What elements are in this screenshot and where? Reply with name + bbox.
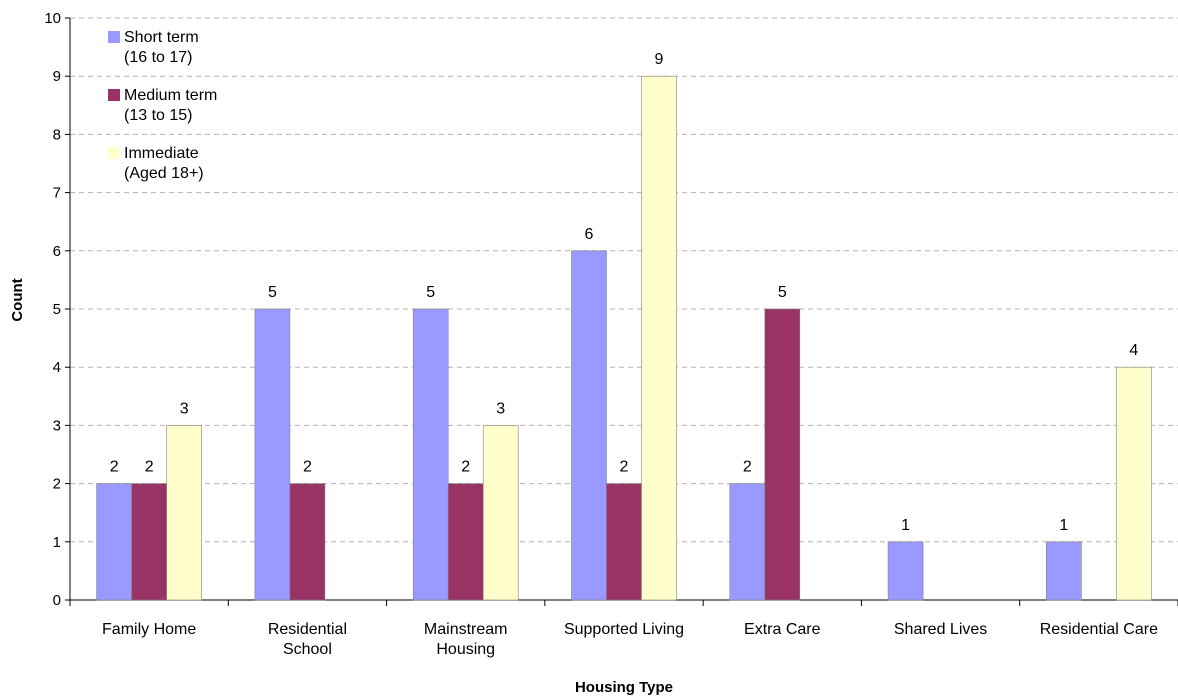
axes: 0 1 2 3 4 5 6 7 8 9 10 Family Home Residential School… xyxy=(44,10,1178,658)
y-tick-label: 8 xyxy=(53,126,61,143)
bars xyxy=(96,75,1152,601)
data-label: 2 xyxy=(145,459,154,476)
y-tick-label: 5 xyxy=(53,301,61,318)
y-tick-label: 10 xyxy=(44,10,61,27)
legend-label: Medium term (13 to 15) xyxy=(124,87,217,124)
legend-swatch xyxy=(108,31,120,43)
bar xyxy=(887,541,924,601)
data-label: 5 xyxy=(426,284,435,301)
y-axis-title: Count xyxy=(9,278,26,321)
data-label: 2 xyxy=(110,459,119,476)
x-category-label-line: Housing xyxy=(436,641,495,658)
data-label: 2 xyxy=(743,459,752,476)
x-category-label-line: Extra Care xyxy=(744,621,821,638)
bar xyxy=(729,483,766,601)
x-category-label-line: Residential Care xyxy=(1040,621,1158,638)
bar xyxy=(254,308,291,601)
bar xyxy=(96,483,132,601)
data-label: 5 xyxy=(268,284,277,301)
data-label: 2 xyxy=(303,459,312,476)
bar xyxy=(289,483,326,601)
legend-label-line: Short term xyxy=(124,29,199,46)
bar xyxy=(764,308,801,601)
x-category-label-line: Mainstream xyxy=(424,621,508,638)
y-tick-label: 9 xyxy=(53,68,61,85)
y-tick-label: 2 xyxy=(53,476,61,493)
data-label: 1 xyxy=(901,517,910,534)
bar xyxy=(131,483,167,601)
x-axis-title: Housing Type xyxy=(575,679,673,696)
x-category-label: Supported Living xyxy=(564,621,684,638)
data-label: 9 xyxy=(655,51,664,68)
y-tick-label: 0 xyxy=(53,592,61,609)
x-category-label: Mainstream Housing xyxy=(424,621,508,658)
legend-label-line: (Aged 18+) xyxy=(124,165,204,182)
data-label: 6 xyxy=(585,226,594,243)
x-category-label: Residential School xyxy=(268,621,347,658)
bar xyxy=(571,250,607,601)
bar xyxy=(412,308,449,601)
data-labels: 2 5 5 6 2 1 1 2 2 2 2 5 3 3 9 4 xyxy=(110,51,1139,534)
bar xyxy=(482,425,519,601)
legend: Short term (16 to 17) Medium term (13 to 15… xyxy=(108,29,217,182)
legend-label: Immediate (Aged 18+) xyxy=(124,145,204,182)
legend-label-line: (16 to 17) xyxy=(124,49,192,66)
legend-swatch xyxy=(108,147,120,159)
legend-label-line: Immediate xyxy=(124,145,199,162)
y-tick-label: 7 xyxy=(53,185,61,202)
x-category-label-line: Supported Living xyxy=(564,621,684,638)
bar xyxy=(1116,366,1152,601)
y-tick-label: 4 xyxy=(53,359,61,376)
x-category-label: Shared Lives xyxy=(894,621,987,638)
bar xyxy=(641,75,677,601)
y-tick-label: 1 xyxy=(53,534,61,551)
bar xyxy=(606,483,642,601)
legend-label-line: (13 to 15) xyxy=(124,107,192,124)
legend-label-line: Medium term xyxy=(124,87,217,104)
y-tick-label: 6 xyxy=(53,243,61,260)
data-label: 2 xyxy=(461,459,470,476)
bar xyxy=(1046,541,1082,601)
x-category-label: Family Home xyxy=(102,621,196,638)
data-label: 3 xyxy=(496,400,505,417)
data-label: 5 xyxy=(778,284,787,301)
x-category-label: Extra Care xyxy=(744,621,821,638)
data-label: 4 xyxy=(1129,342,1138,359)
x-category-label-line: School xyxy=(283,641,332,658)
x-category-label: Residential Care xyxy=(1040,621,1158,638)
y-tick-label: 3 xyxy=(53,417,61,434)
bar xyxy=(166,425,202,601)
legend-label: Short term (16 to 17) xyxy=(124,29,199,66)
bar xyxy=(447,483,484,601)
data-label: 1 xyxy=(1059,517,1068,534)
data-label: 3 xyxy=(180,400,189,417)
x-category-label-line: Residential xyxy=(268,621,347,638)
x-category-label-line: Shared Lives xyxy=(894,621,987,638)
data-label: 2 xyxy=(620,459,629,476)
legend-swatch xyxy=(108,89,120,101)
x-category-label-line: Family Home xyxy=(102,621,196,638)
